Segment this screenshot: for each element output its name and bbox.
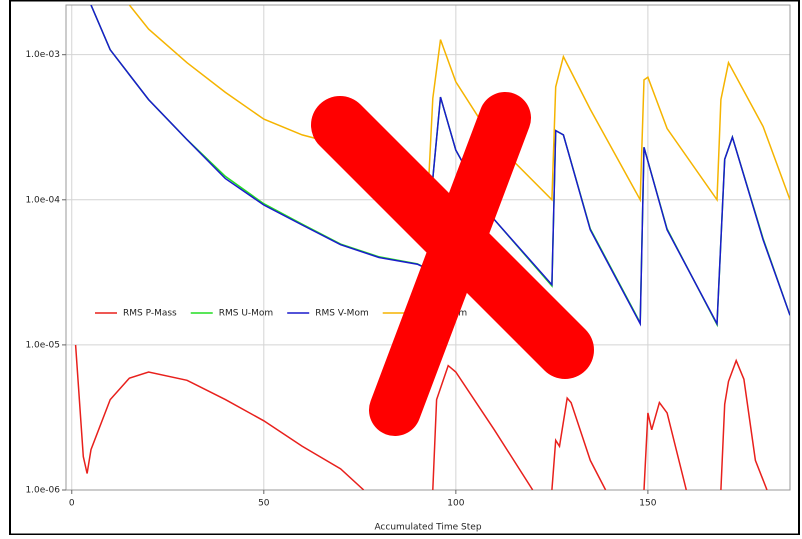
- x-stroke: [369, 92, 531, 436]
- legend-label: RMS U-Mom: [219, 309, 273, 319]
- legend-label: RMS V-Mom: [315, 309, 369, 319]
- y-tick-label: 1.0e-05: [25, 340, 60, 350]
- series-line: [90, 5, 790, 327]
- x-tick-label: 50: [258, 499, 270, 509]
- x-drip: [377, 370, 406, 430]
- x-axis-title: Accumulated Time Step: [374, 523, 481, 533]
- legend-label: RMS P-Mass: [123, 309, 177, 319]
- y-tick-label: 1.0e-06: [25, 486, 60, 496]
- overlay-x: [311, 92, 594, 436]
- x-tick-label: 0: [69, 499, 75, 509]
- plot-area: [65, 4, 791, 491]
- y-tick-label: 1.0e-04: [25, 195, 60, 205]
- x-tick-label: 150: [639, 499, 656, 509]
- frame: [9, 0, 800, 536]
- series-line: [128, 5, 790, 203]
- y-tick-label: 1.0e-03: [25, 50, 60, 60]
- x-tick-label: 100: [447, 499, 464, 509]
- series-line: [74, 344, 768, 490]
